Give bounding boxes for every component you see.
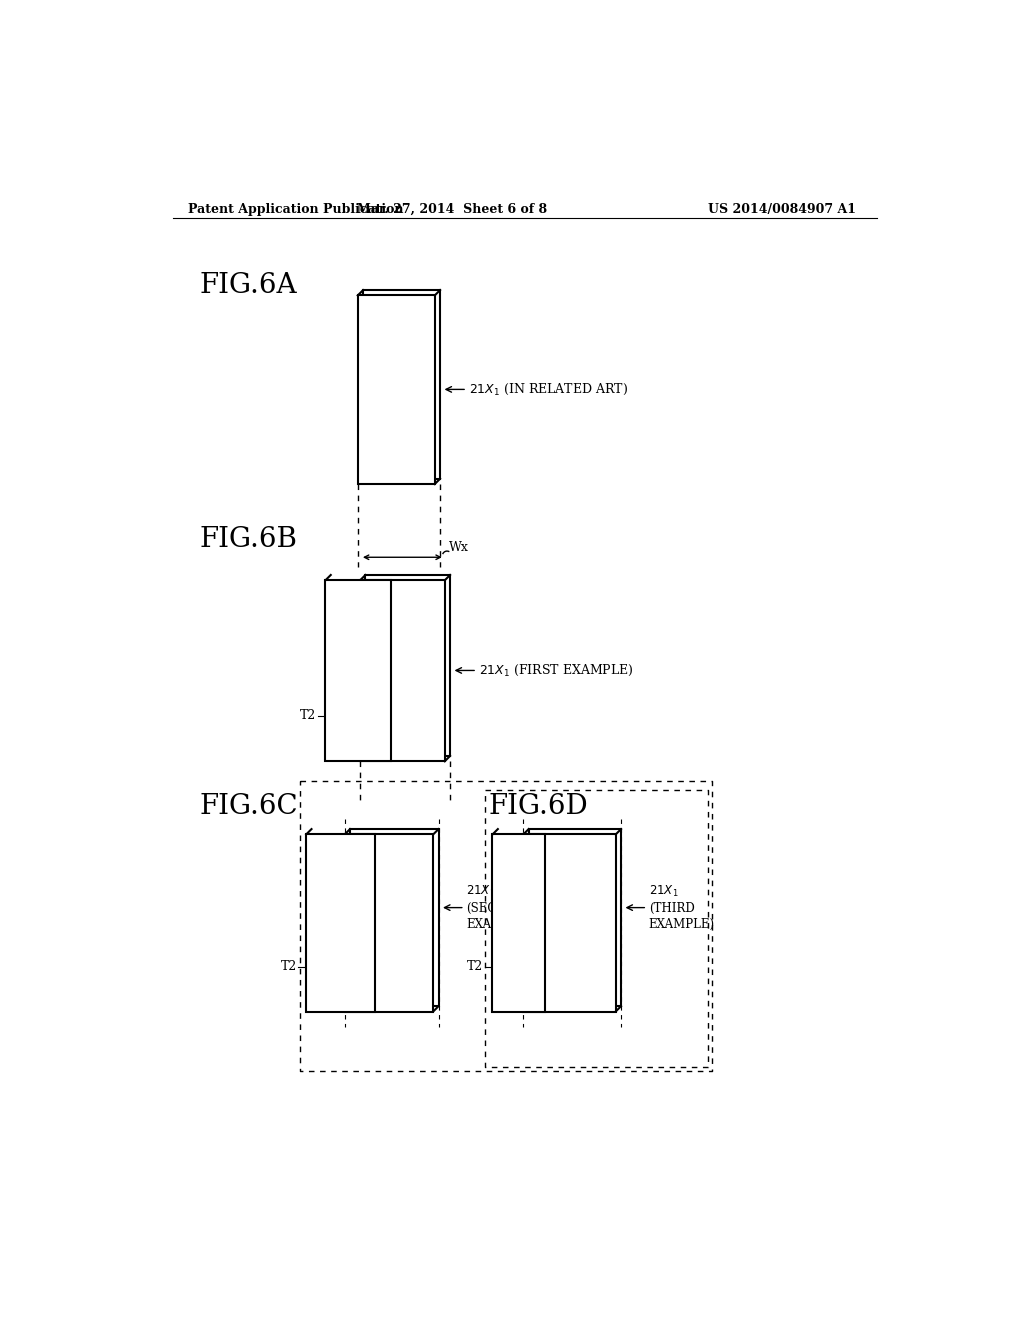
Bar: [528, 829, 621, 1006]
Bar: [326, 581, 391, 762]
Text: T2: T2: [467, 961, 483, 973]
Text: T2: T2: [300, 709, 316, 722]
Text: US 2014/0084907 A1: US 2014/0084907 A1: [708, 203, 856, 216]
Text: Patent Application Publication: Patent Application Publication: [188, 203, 403, 216]
Bar: [345, 834, 433, 1011]
Bar: [493, 834, 545, 1011]
Text: $21X_1$ (IN RELATED ART): $21X_1$ (IN RELATED ART): [469, 381, 628, 397]
Text: $21X_1$
(SECOND
EXAMPLE): $21X_1$ (SECOND EXAMPLE): [466, 884, 532, 931]
Bar: [360, 581, 444, 762]
Bar: [366, 576, 451, 756]
Text: T1: T1: [529, 902, 546, 915]
Text: Wx: Wx: [449, 541, 468, 554]
Text: FIG.6A: FIG.6A: [200, 272, 298, 300]
Text: T1: T1: [351, 894, 368, 907]
Text: FIG.6D: FIG.6D: [488, 793, 589, 820]
Text: FIG.6B: FIG.6B: [200, 527, 298, 553]
Text: T1: T1: [367, 648, 383, 661]
Bar: [350, 829, 438, 1006]
Bar: [364, 290, 440, 479]
Text: $21X_1$
(THIRD
EXAMPLE): $21X_1$ (THIRD EXAMPLE): [649, 884, 715, 931]
Bar: [306, 834, 376, 1011]
Text: Mar. 27, 2014  Sheet 6 of 8: Mar. 27, 2014 Sheet 6 of 8: [357, 203, 548, 216]
Bar: [523, 834, 615, 1011]
Text: FIG.6C: FIG.6C: [200, 793, 298, 820]
Bar: [357, 296, 435, 484]
Text: T2: T2: [281, 961, 297, 973]
Text: $21X_1$ (FIRST EXAMPLE): $21X_1$ (FIRST EXAMPLE): [478, 663, 634, 678]
